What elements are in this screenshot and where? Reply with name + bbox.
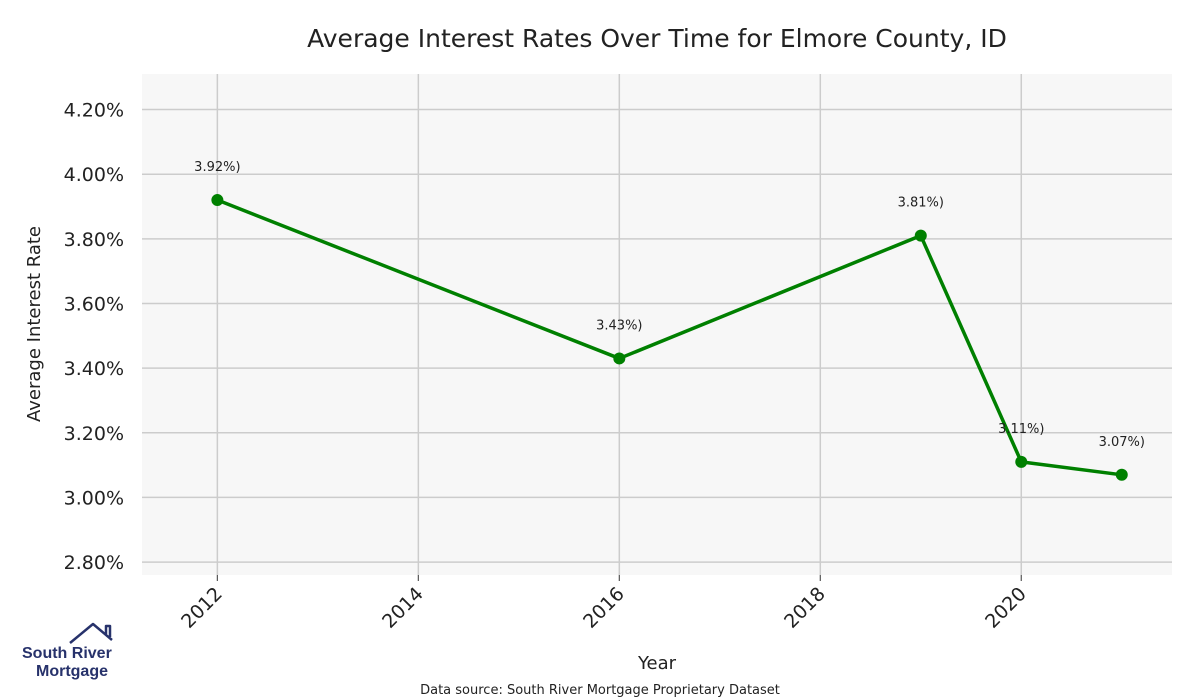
data-point [1115,468,1128,481]
y-tick-label: 4.00% [64,164,124,186]
data-source-note: Data source: South River Mortgage Propri… [420,683,780,698]
data-label: 3.92%) [194,160,240,175]
data-point [914,229,927,242]
x-tick-labels: 2012 2014 2016 2018 2020 [177,583,1031,633]
logo-line2: Mortgage [36,663,108,680]
y-tick-label: 3.60% [64,293,124,315]
y-tick-label: 3.20% [64,423,124,445]
data-point [613,352,626,365]
data-labels: 3.92%) 3.43%) 3.81%) 3.11%) 3.07%) [194,160,1145,450]
x-axis-label: Year [637,653,677,674]
y-tick-label: 3.40% [64,358,124,380]
x-tick-label: 2020 [981,583,1031,633]
y-axis-label: Average Interest Rate [24,226,45,422]
data-points [211,194,1128,481]
plot-area [142,74,1172,575]
chart-title: Average Interest Rates Over Time for Elm… [307,24,1007,53]
house-roof-icon [69,622,113,644]
logo-line1: South River [22,645,112,662]
data-label: 3.11%) [998,422,1044,437]
data-label: 3.43%) [596,318,642,333]
data-point [1015,455,1028,468]
y-tick-label: 3.80% [64,229,124,251]
x-tick-label: 2016 [579,583,629,633]
data-label: 3.81%) [898,196,944,211]
x-tick-label: 2012 [177,583,227,633]
y-tick-label: 3.00% [64,487,124,509]
y-tick-labels: 2.80% 3.00% 3.20% 3.40% 3.60% 3.80% 4.00% 4.20% [64,100,124,575]
y-tick-label: 4.20% [64,100,124,122]
south-river-logo: South River Mortgage [22,622,113,680]
data-point [211,194,224,207]
x-tick-label: 2014 [378,583,428,633]
data-label: 3.07%) [1099,435,1145,450]
x-tick-label: 2018 [780,583,830,633]
y-tick-label: 2.80% [64,552,124,574]
x-gridlines [216,74,1023,581]
